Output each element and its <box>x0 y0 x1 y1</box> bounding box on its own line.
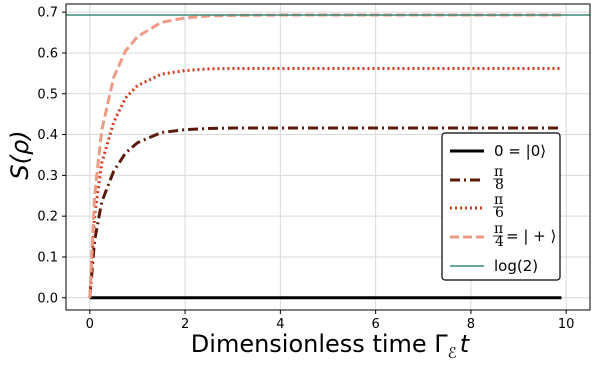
y-tick-label: 0.1 <box>37 250 58 265</box>
y-tick-label: 0.5 <box>37 87 58 102</box>
svg-text:π: π <box>494 164 503 180</box>
y-tick-label: 0.6 <box>37 46 58 61</box>
series-lines <box>66 13 590 300</box>
x-tick-label: 2 <box>181 317 189 332</box>
y-tick-label: 0.4 <box>37 128 58 143</box>
y-tick-label: 0.3 <box>37 169 58 184</box>
plot-frame <box>65 3 591 311</box>
series-line-2 <box>88 66 562 298</box>
legend-box <box>441 132 561 281</box>
y-axis-label: S(ρ) <box>6 130 34 179</box>
x-tick-label: 8 <box>467 317 475 332</box>
x-tick-label: 6 <box>371 317 379 332</box>
svg-text:π: π <box>494 192 503 208</box>
y-tick-label: 0.2 <box>37 210 58 225</box>
x-tick-label: 10 <box>558 317 575 332</box>
legend-label-1: π 8 <box>493 164 504 193</box>
svg-text:8: 8 <box>495 177 504 193</box>
legend-label-3: π 4 = | + ⟩ <box>493 221 556 250</box>
legend-label-2: π 6 <box>493 192 504 221</box>
legend: 0 = |0⟩ π 8 π 6 π 4 = | + ⟩ log(2) <box>441 132 561 281</box>
svg-text:= | + ⟩: = | + ⟩ <box>506 227 556 245</box>
svg-text:4: 4 <box>495 234 504 250</box>
series-line-1 <box>88 126 562 298</box>
svg-text:6: 6 <box>495 205 504 221</box>
x-axis-label: Dimensionless time Γℰ t <box>191 330 471 362</box>
x-tick-label: 4 <box>276 317 284 332</box>
y-tick-label: 0.0 <box>37 291 58 306</box>
legend-label-0: 0 = |0⟩ <box>494 142 546 160</box>
legend-label-4: log(2) <box>494 257 538 275</box>
x-tick-label: 0 <box>86 317 94 332</box>
axis-ticks: 0 2 4 6 8 10 0.0 0.1 0.2 0.3 0.4 0.5 0.6 0.7 <box>37 6 574 332</box>
y-tick-label: 0.7 <box>37 6 58 21</box>
svg-text:π: π <box>494 221 503 237</box>
